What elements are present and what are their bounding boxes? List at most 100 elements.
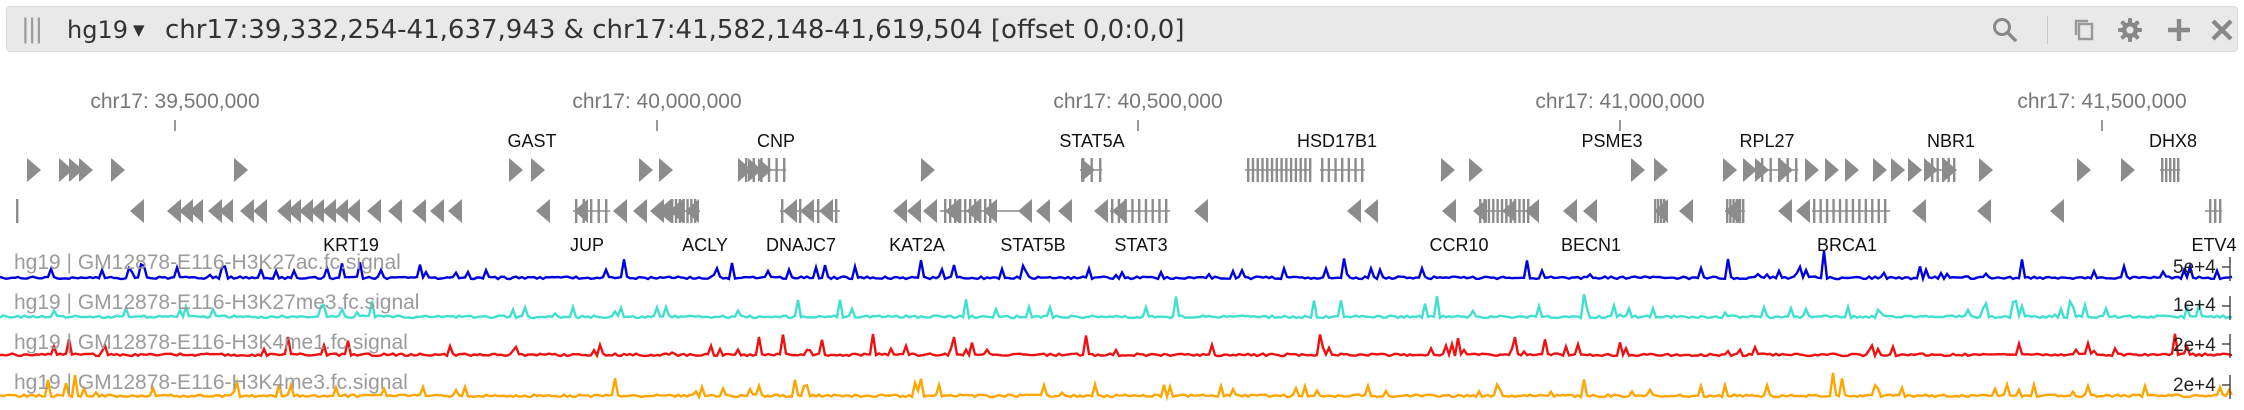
close-icon[interactable] <box>2205 7 2239 53</box>
gene-reverse-glyph <box>1364 199 1378 223</box>
signal-tracks[interactable] <box>0 250 2234 402</box>
gene-exon <box>1341 158 1344 182</box>
gene-exon <box>1813 199 1816 223</box>
gene-forward-glyph <box>1441 158 1455 182</box>
gene-exon <box>767 158 771 182</box>
copy-icon[interactable] <box>2067 7 2101 53</box>
gene-exon <box>1496 199 1499 223</box>
gene-exon <box>984 199 987 223</box>
gene-exon <box>678 199 682 223</box>
gene-exon <box>817 199 820 223</box>
gene-exon <box>954 199 957 223</box>
gene-reverse-glyph <box>923 199 937 223</box>
gene-exon <box>1864 199 1868 223</box>
gene-exon <box>1825 199 1829 223</box>
gene-reverse-glyph <box>240 199 254 223</box>
gene-forward-glyph <box>1979 158 1993 182</box>
plus-icon[interactable] <box>2162 7 2196 53</box>
gene-reverse-glyph <box>322 199 336 223</box>
gene-exon <box>1334 158 1337 182</box>
track-scale-h3k27ac: 5e+4 <box>2173 257 2216 278</box>
gene-label: NBR1 <box>1927 131 1975 151</box>
gene-exon <box>1729 199 1732 223</box>
gene-forward-glyph <box>1469 158 1483 182</box>
gene-exon <box>674 199 678 223</box>
gene-forward-glyph <box>1845 158 1859 182</box>
gene-exon <box>1280 158 1283 182</box>
gene-forward-glyph <box>1891 158 1905 182</box>
gene-exon <box>1726 199 1729 223</box>
gene-exon <box>1931 158 1934 182</box>
gene-exon <box>694 199 697 223</box>
gene-exon <box>1845 199 1848 223</box>
gene-exon <box>1851 199 1855 223</box>
chromosome-ruler[interactable]: chr17: 39,500,000 chr17: 40,000,000 chr17:… <box>90 90 2187 131</box>
gene-exon <box>1294 158 1298 182</box>
genome-position-toolbar: ||| hg19 ▼ chr17:39,332,254-41,637,943 & … <box>6 6 2238 52</box>
gene-forward-glyph <box>2121 158 2135 182</box>
gene-label: KRT19 <box>323 235 379 255</box>
gene-reverse-glyph <box>1525 199 1539 223</box>
gene-exon <box>2219 199 2222 223</box>
gene-exon <box>2173 158 2176 182</box>
ruler-label: chr17: 41,000,000 <box>1535 90 1704 113</box>
gene-exon <box>752 158 755 182</box>
gene-exon <box>959 199 962 223</box>
gene-exon <box>1786 158 1789 182</box>
gene-exon <box>1838 199 1842 223</box>
gene-forward-glyph <box>921 158 935 182</box>
gene-exon <box>1732 199 1735 223</box>
gene-annotation-track[interactable]: GAST CNP STAT5A HSD17B1 PSME3 RPL27 NBR1 DHX8 KR… <box>16 131 2237 255</box>
gene-label: ETV4 <box>2191 235 2236 255</box>
gene-exon <box>582 199 585 223</box>
gene-forward-glyph <box>111 158 125 182</box>
gene-exon <box>949 199 952 223</box>
gene-exon <box>1761 158 1764 182</box>
gene-exon <box>944 199 947 223</box>
gene-forward-glyph <box>59 158 73 182</box>
gene-exon <box>2209 199 2212 223</box>
gene-reverse-glyph <box>299 199 313 223</box>
ruler-label: chr17: 40,000,000 <box>572 90 741 113</box>
gene-exon <box>1131 199 1134 223</box>
gene-forward-glyph <box>69 158 83 182</box>
gene-forward-glyph <box>1873 158 1887 182</box>
gene-exon <box>597 199 600 223</box>
search-icon[interactable] <box>1988 7 2022 53</box>
gene-exon <box>1144 199 1148 223</box>
gene-label: PSME3 <box>1581 131 1642 151</box>
gene-exon <box>1251 158 1255 182</box>
drag-handle-icon[interactable]: ||| <box>21 14 43 44</box>
gene-exon <box>1936 158 1939 182</box>
gear-icon[interactable] <box>2113 7 2147 53</box>
assembly-selector[interactable]: hg19 ▼ <box>67 7 145 53</box>
track-label-h3k4me1: hg19 | GM12878-E116-H3K4me1.fc.signal <box>14 331 408 354</box>
track-scale-h3k27me3: 1e+4 <box>2173 295 2216 316</box>
gene-exon <box>1663 199 1666 223</box>
gene-exon <box>2214 199 2217 223</box>
gene-exon <box>1111 199 1114 223</box>
gene-reverse-glyph <box>412 199 426 223</box>
gene-exon <box>1354 158 1357 182</box>
gene-reverse-glyph <box>189 199 203 223</box>
gene-reverse-glyph <box>1194 199 1208 223</box>
gene-label: STAT5A <box>1059 131 1124 151</box>
gene-exon <box>16 199 19 223</box>
gene-label: STAT3 <box>1114 235 1167 255</box>
gene-exon <box>1947 158 1950 182</box>
gene-exon <box>1742 199 1745 223</box>
gene-exon <box>1361 158 1364 182</box>
gene-exon <box>1483 199 1486 223</box>
gene-reverse-glyph <box>2050 199 2064 223</box>
gene-label: DHX8 <box>2149 131 2197 151</box>
gene-reverse-glyph <box>277 199 291 223</box>
gene-exon <box>1660 199 1663 223</box>
locus-input[interactable]: chr17:39,332,254-41,637,943 & chr17:41,5… <box>165 15 1185 45</box>
gene-exon <box>1289 158 1293 182</box>
gene-reverse-glyph <box>1977 199 1991 223</box>
gene-label: BRCA1 <box>1817 235 1877 255</box>
gene-exon <box>2177 158 2180 182</box>
gene-exon <box>590 199 593 223</box>
